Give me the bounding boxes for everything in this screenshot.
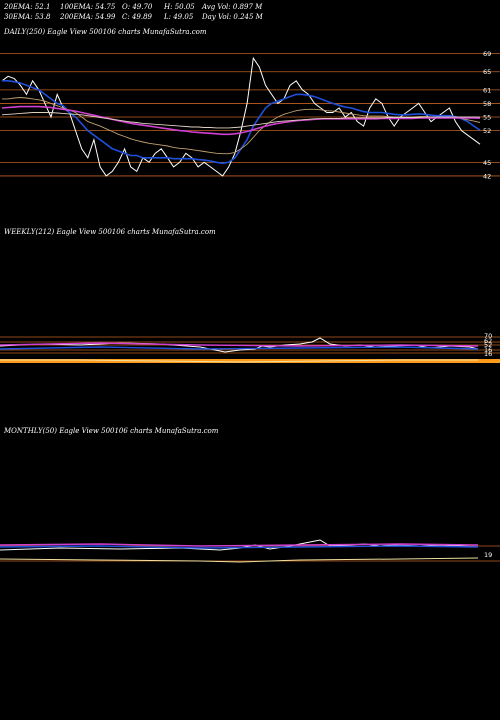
daily-panel-label: DAILY(250) Eagle View 500106 charts Muna… [4,28,207,36]
low-stat: L: 49.05 [164,13,194,21]
weekly-y-tick-label-3: 16 [484,346,492,354]
weekly-volume-line [0,359,478,363]
weekly-panel-label: WEEKLY(212) Eagle View 500106 charts Mun… [4,228,216,236]
monthly-y-tick-label-0: 19 [484,551,492,559]
series-line-200ema [1,112,481,129]
weekly-y-tick-label-2: 52 [484,341,492,349]
close-stat: C: 49.89 [122,13,152,21]
ema100-stat: 100EMA: 54.75 [60,3,116,11]
weekly-y-tick-label-1: 62 [484,337,492,345]
open-stat: O: 49.70 [122,3,153,11]
y-tick-label-7: 42 [483,172,491,180]
series-line-100ema [1,105,481,136]
ema30-stat: 30EMA: 53.8 [4,13,51,21]
monthly-volume-line [0,557,479,563]
ema20-stat: 20EMA: 52.1 [4,3,51,11]
high-stat: H: 50.05 [164,3,195,11]
y-tick-label-0: 69 [483,50,491,58]
monthly-ema-fast-line [0,545,479,549]
y-tick-label-2: 61 [483,86,491,94]
weekly-ema-fast-line [0,346,479,350]
y-tick-label-1: 65 [483,68,491,76]
y-tick-label-3: 58 [483,100,491,108]
y-tick-label-6: 45 [483,159,491,167]
series-line-30ema [2,97,481,155]
day-vol-stat: Day Vol: 0.245 M [202,13,263,21]
weekly-volume-band [0,359,500,363]
monthly-panel-label: MONTHLY(50) Eagle View 500106 charts Mun… [4,427,219,435]
monthly-ema-slow-line [0,543,479,547]
weekly-ema-slow-line [0,342,479,347]
weekly-y-tick-label-4: 16 [484,350,492,358]
series-line-20ema [2,80,481,165]
weekly-y-tick-label-0: 70 [484,332,492,340]
ema200-stat: 200EMA: 54.99 [60,13,116,21]
avg-vol-stat: Avg Vol: 0.897 M [202,3,263,11]
y-tick-label-5: 52 [483,127,491,135]
y-tick-label-4: 55 [483,114,491,122]
